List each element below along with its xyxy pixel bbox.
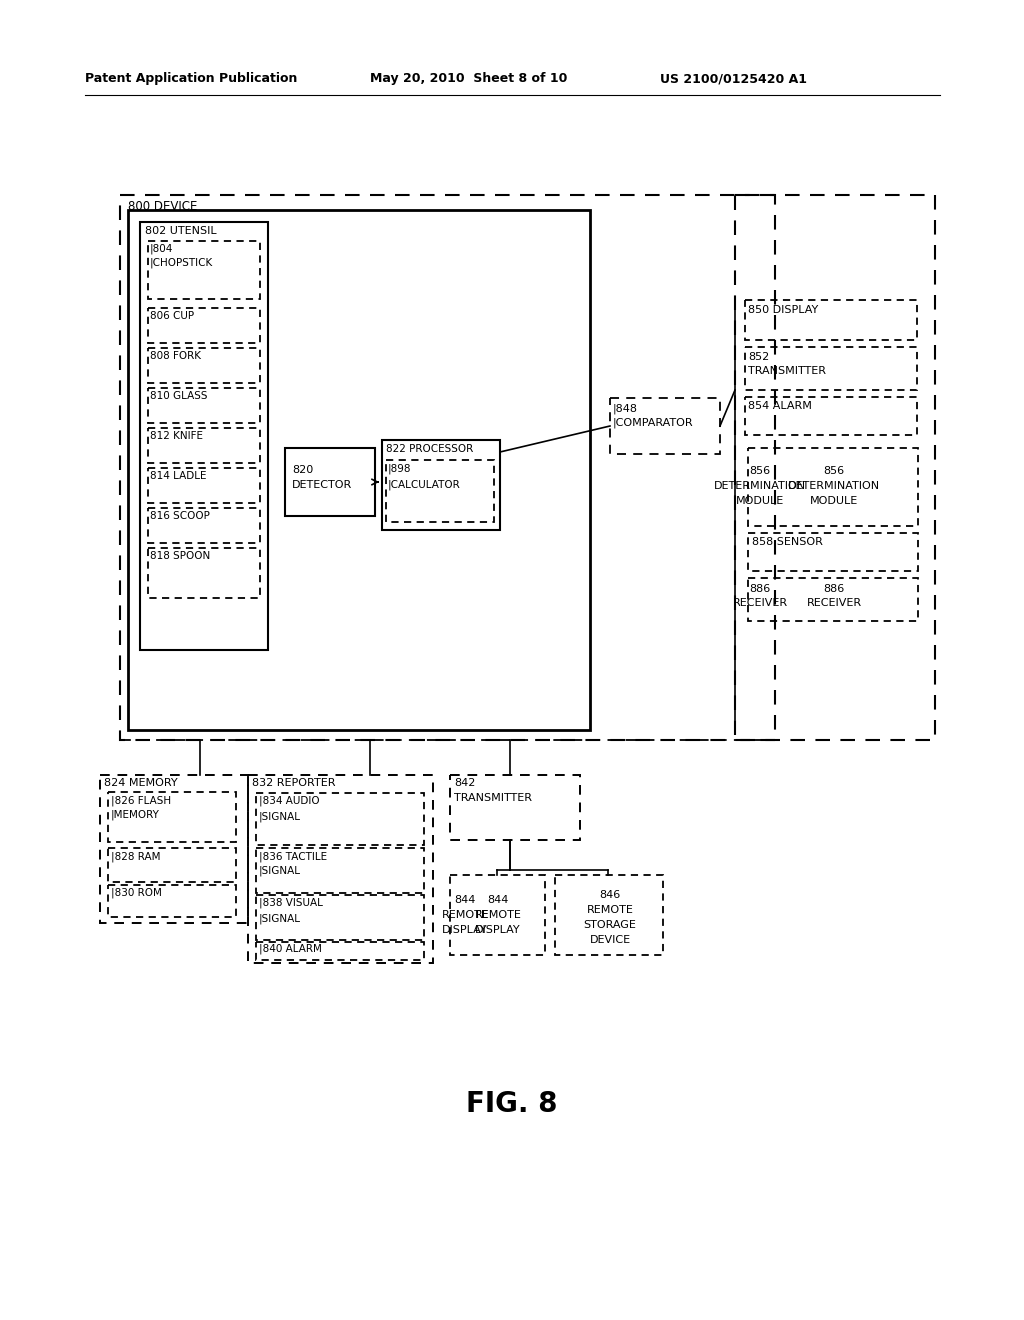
Bar <box>148 469 260 503</box>
Text: MODULE: MODULE <box>810 496 858 506</box>
Text: 842: 842 <box>454 777 475 788</box>
Text: 886: 886 <box>750 583 771 594</box>
Bar <box>748 578 918 620</box>
Bar <box>256 793 424 845</box>
Text: |COMPARATOR: |COMPARATOR <box>613 418 693 429</box>
Text: 824 MEMORY: 824 MEMORY <box>104 777 177 788</box>
Text: |898: |898 <box>388 465 412 474</box>
Text: DETERMINATION: DETERMINATION <box>714 480 806 491</box>
Bar <box>148 242 260 300</box>
Text: |834 AUDIO: |834 AUDIO <box>259 796 319 807</box>
Text: |CALCULATOR: |CALCULATOR <box>388 480 461 491</box>
Bar <box>382 440 500 531</box>
Text: DISPLAY: DISPLAY <box>442 925 487 935</box>
Text: |SIGNAL: |SIGNAL <box>259 913 301 924</box>
Text: |804: |804 <box>150 244 173 255</box>
Text: |826 FLASH: |826 FLASH <box>111 795 171 805</box>
Text: |MEMORY: |MEMORY <box>111 810 160 821</box>
Bar <box>148 308 260 343</box>
Text: FIG. 8: FIG. 8 <box>466 1090 558 1118</box>
Bar <box>745 347 918 389</box>
Text: US 2100/0125420 A1: US 2100/0125420 A1 <box>660 73 807 84</box>
Text: 846: 846 <box>599 890 621 900</box>
Text: |830 ROM: |830 ROM <box>111 888 162 899</box>
Bar <box>108 847 236 882</box>
Bar <box>555 875 663 954</box>
Bar <box>108 792 236 842</box>
Bar <box>148 428 260 463</box>
Text: 856: 856 <box>750 466 771 477</box>
Text: RECEIVER: RECEIVER <box>732 598 787 609</box>
Text: Patent Application Publication: Patent Application Publication <box>85 73 297 84</box>
Text: 818 SPOON: 818 SPOON <box>150 550 210 561</box>
Text: REMOTE: REMOTE <box>587 906 634 915</box>
Text: 844: 844 <box>487 895 509 906</box>
Text: 820: 820 <box>292 465 313 475</box>
Text: 850 DISPLAY: 850 DISPLAY <box>748 305 818 315</box>
Text: 810 GLASS: 810 GLASS <box>150 391 208 401</box>
Text: DETECTOR: DETECTOR <box>292 480 352 490</box>
Bar <box>148 348 260 383</box>
Text: |848: |848 <box>613 403 638 413</box>
Bar <box>285 447 375 516</box>
Text: |838 VISUAL: |838 VISUAL <box>259 898 323 908</box>
Text: STORAGE: STORAGE <box>584 920 637 931</box>
Bar <box>256 847 424 894</box>
Text: |SIGNAL: |SIGNAL <box>259 812 301 822</box>
Bar <box>610 399 720 454</box>
Bar <box>100 775 248 923</box>
Text: |828 RAM: |828 RAM <box>111 851 161 862</box>
Text: 844: 844 <box>455 895 476 906</box>
Bar <box>128 210 590 730</box>
Bar <box>148 548 260 598</box>
Text: REMOTE: REMOTE <box>441 909 488 920</box>
Bar <box>256 942 424 960</box>
Bar <box>450 875 545 954</box>
Bar <box>748 447 918 525</box>
Bar <box>748 533 918 572</box>
Text: REMOTE: REMOTE <box>474 909 521 920</box>
Text: 816 SCOOP: 816 SCOOP <box>150 511 210 521</box>
Text: 806 CUP: 806 CUP <box>150 312 195 321</box>
Bar <box>120 195 775 741</box>
Bar <box>148 388 260 422</box>
Text: MODULE: MODULE <box>736 496 784 506</box>
Text: 814 LADLE: 814 LADLE <box>150 471 207 480</box>
Text: |CHOPSTICK: |CHOPSTICK <box>150 257 213 268</box>
Text: TRANSMITTER: TRANSMITTER <box>454 793 532 803</box>
Text: DEVICE: DEVICE <box>590 935 631 945</box>
Bar <box>256 895 424 940</box>
Bar <box>386 459 494 521</box>
Text: 822 PROCESSOR: 822 PROCESSOR <box>386 444 473 454</box>
Bar <box>745 397 918 436</box>
Bar <box>450 775 580 840</box>
Text: May 20, 2010  Sheet 8 of 10: May 20, 2010 Sheet 8 of 10 <box>370 73 567 84</box>
Bar <box>735 195 935 741</box>
Bar <box>108 884 236 917</box>
Text: |840 ALARM: |840 ALARM <box>259 944 322 954</box>
Bar <box>248 775 433 964</box>
Text: 808 FORK: 808 FORK <box>150 351 201 360</box>
Text: 854 ALARM: 854 ALARM <box>748 401 812 411</box>
Bar <box>140 222 268 649</box>
Text: 856: 856 <box>823 466 845 477</box>
Text: 886: 886 <box>823 583 845 594</box>
Text: 812 KNIFE: 812 KNIFE <box>150 432 203 441</box>
Text: 832 REPORTER: 832 REPORTER <box>252 777 336 788</box>
Text: 802 UTENSIL: 802 UTENSIL <box>145 226 217 236</box>
Text: 852: 852 <box>748 352 769 362</box>
Bar <box>745 300 918 341</box>
Text: 858 SENSOR: 858 SENSOR <box>752 537 823 546</box>
Bar <box>148 508 260 543</box>
Text: |836 TACTILE: |836 TACTILE <box>259 851 327 862</box>
Text: |SIGNAL: |SIGNAL <box>259 866 301 876</box>
Text: TRANSMITTER: TRANSMITTER <box>748 366 826 376</box>
Text: DETERMINATION: DETERMINATION <box>787 480 880 491</box>
Text: RECEIVER: RECEIVER <box>807 598 861 609</box>
Text: 800 DEVICE: 800 DEVICE <box>128 201 198 213</box>
Text: DISPLAY: DISPLAY <box>475 925 521 935</box>
